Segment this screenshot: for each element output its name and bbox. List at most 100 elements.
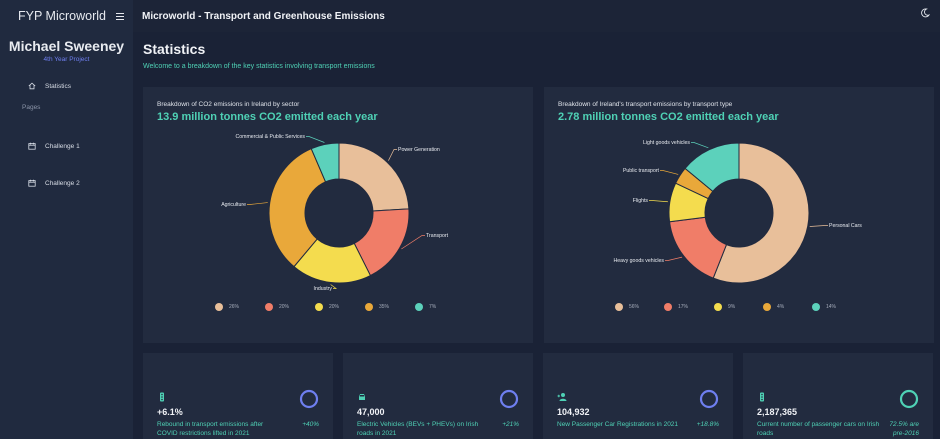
legend-swatch	[415, 303, 423, 311]
progress-ring-icon	[699, 389, 719, 409]
stat-delta: +21%	[502, 421, 519, 428]
legend-item[interactable]: 4%	[763, 303, 784, 311]
sidebar: FYP Microworld Michael Sweeney 4th Year …	[0, 0, 133, 439]
car-icon	[359, 394, 365, 400]
transport-donut-chart: Personal Cars Heavy goods vehicles Flights…	[614, 140, 862, 284]
slice-leader-line	[388, 149, 397, 161]
sidebar-item-label: Statistics	[45, 82, 72, 90]
sidebar-item-label: Challenge 1	[45, 142, 80, 150]
donut-slice-commercial-public-services[interactable]	[310, 142, 340, 183]
progress-ring-icon	[899, 389, 919, 409]
calendar-icon	[28, 142, 36, 150]
stat-card-passenger-cars: 2,187,365 Current number of passenger ca…	[743, 353, 933, 439]
legend-swatch	[365, 303, 373, 311]
stat-value: 47,000	[357, 407, 385, 417]
slice-leader-line	[665, 256, 683, 261]
donut-slice-personal-cars[interactable]	[712, 142, 810, 284]
legend-label: 56%	[629, 304, 640, 310]
chart-headline: 2.78 million tonnes CO2 emitted each yea…	[558, 111, 779, 123]
home-icon	[28, 82, 36, 90]
sidebar-item-challenge-2[interactable]: Challenge 2	[0, 173, 133, 193]
menu-icon[interactable]	[115, 12, 124, 20]
slice-label: Power Generation	[398, 147, 440, 153]
slice-label: Industry	[314, 286, 333, 292]
legend-item[interactable]: 9%	[714, 303, 735, 311]
slice-label: Light goods vehicles	[643, 140, 690, 146]
page-subtitle: Welcome to a breakdown of the key statis…	[143, 63, 375, 70]
donut-slice-agriculture[interactable]	[268, 148, 327, 268]
donut-slice-power-generation[interactable]	[338, 142, 410, 212]
legend-swatch	[714, 303, 722, 311]
top-bar: Microworld - Transport and Greenhouse Em…	[133, 0, 940, 32]
stat-value: 2,187,365	[757, 407, 798, 417]
brand-title: FYP Microworld	[18, 9, 106, 23]
slice-leader-line	[649, 200, 668, 203]
legend-swatch	[315, 303, 323, 311]
legend-item[interactable]: 20%	[315, 303, 339, 311]
stat-card-rebound: +6.1% Rebound in transport emissions aft…	[143, 353, 333, 439]
slice-label: Heavy goods vehicles	[614, 258, 665, 264]
legend-item[interactable]: 17%	[664, 303, 688, 311]
stat-card-registrations: 104,932 New Passenger Car Registrations …	[543, 353, 733, 439]
stat-card-electric-vehicles: 47,000 Electric Vehicles (BEVs + PHEVs) …	[343, 353, 533, 439]
stat-value: 104,932	[557, 407, 590, 417]
slice-label: Agriculture	[221, 202, 246, 208]
legend-item[interactable]: 20%	[265, 303, 289, 311]
legend-item[interactable]: 35%	[365, 303, 389, 311]
sidebar-section-heading: Pages	[22, 104, 41, 111]
progress-ring-icon	[299, 389, 319, 409]
legend-item[interactable]: 14%	[812, 303, 836, 311]
stat-delta: +18.8%	[696, 421, 719, 428]
page-title: Statistics	[143, 41, 206, 57]
legend-label: 7%	[429, 304, 437, 310]
stat-description: Electric Vehicles (BEVs + PHEVs) on Iris…	[357, 421, 479, 437]
legend-swatch	[763, 303, 771, 311]
brand: FYP Microworld	[0, 0, 133, 32]
app-title: Microworld - Transport and Greenhouse Em…	[142, 10, 385, 22]
slice-label: Commercial & Public Services	[236, 134, 306, 140]
person-add-icon	[557, 393, 567, 401]
chart-headline: 13.9 million tonnes CO2 emitted each yea…	[157, 111, 378, 123]
slice-leader-line	[247, 202, 268, 205]
calendar-icon	[28, 179, 36, 187]
user-profile: Michael Sweeney 4th Year Project	[0, 38, 133, 63]
transport-type-card: Breakdown of Ireland's transport emissio…	[544, 87, 934, 343]
moon-icon[interactable]	[920, 8, 930, 18]
slice-label: Public transport	[623, 168, 660, 174]
user-name: Michael Sweeney	[8, 38, 125, 54]
progress-ring-icon	[499, 389, 519, 409]
legend-swatch	[215, 303, 223, 311]
legend-swatch	[615, 303, 623, 311]
chart-title: Breakdown of CO2 emissions in Ireland by…	[157, 101, 300, 108]
legend-label: 14%	[826, 304, 837, 310]
legend-label: 35%	[379, 304, 390, 310]
stat-description: Rebound in transport emissions after COV…	[157, 421, 264, 437]
chart-title: Breakdown of Ireland's transport emissio…	[558, 101, 733, 108]
stat-value: +6.1%	[157, 407, 183, 417]
legend-item[interactable]: 56%	[615, 303, 639, 311]
user-role: 4th Year Project	[43, 56, 90, 63]
slice-leader-line	[306, 136, 325, 143]
donut-slice-light-goods-vehicles[interactable]	[684, 142, 740, 193]
stat-description: New Passenger Car Registrations in 2021	[557, 421, 679, 428]
traffic-light-icon	[160, 392, 164, 402]
legend-label: 17%	[678, 304, 689, 310]
slice-leader-line	[330, 284, 338, 289]
legend-item[interactable]: 26%	[215, 303, 239, 311]
legend-label: 4%	[777, 304, 785, 310]
sidebar-item-statistics[interactable]: Statistics	[0, 76, 133, 96]
slice-label: Flights	[633, 198, 649, 204]
stat-description: Current number of passenger cars on Iris…	[757, 421, 880, 437]
stat-delta: +40%	[302, 421, 319, 428]
legend-label: 26%	[229, 304, 240, 310]
slice-leader-line	[809, 225, 828, 227]
legend-label: 20%	[279, 304, 290, 310]
slice-label: Transport	[426, 233, 449, 239]
traffic-light-icon	[760, 392, 764, 402]
slice-label: Personal Cars	[829, 223, 862, 229]
legend-swatch	[812, 303, 820, 311]
legend-swatch	[265, 303, 273, 311]
legend-item[interactable]: 7%	[415, 303, 436, 311]
sidebar-item-challenge-1[interactable]: Challenge 1	[0, 136, 133, 156]
sector-emissions-card: Breakdown of CO2 emissions in Ireland by…	[143, 87, 533, 343]
